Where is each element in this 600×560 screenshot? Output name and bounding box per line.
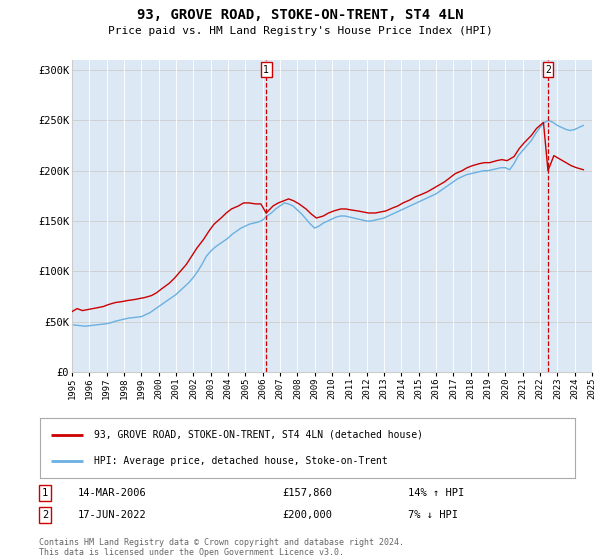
Text: £157,860: £157,860 xyxy=(282,488,332,498)
Text: 14% ↑ HPI: 14% ↑ HPI xyxy=(408,488,464,498)
Text: 2: 2 xyxy=(545,64,551,74)
Text: Price paid vs. HM Land Registry's House Price Index (HPI): Price paid vs. HM Land Registry's House … xyxy=(107,26,493,36)
Text: 7% ↓ HPI: 7% ↓ HPI xyxy=(408,510,458,520)
Text: 93, GROVE ROAD, STOKE-ON-TRENT, ST4 4LN (detached house): 93, GROVE ROAD, STOKE-ON-TRENT, ST4 4LN … xyxy=(94,430,422,440)
Text: 1: 1 xyxy=(42,488,48,498)
Text: Contains HM Land Registry data © Crown copyright and database right 2024.
This d: Contains HM Land Registry data © Crown c… xyxy=(39,538,404,557)
Text: 2: 2 xyxy=(42,510,48,520)
Text: 17-JUN-2022: 17-JUN-2022 xyxy=(78,510,147,520)
Text: 1: 1 xyxy=(263,64,269,74)
Text: 14-MAR-2006: 14-MAR-2006 xyxy=(78,488,147,498)
Text: £200,000: £200,000 xyxy=(282,510,332,520)
Text: HPI: Average price, detached house, Stoke-on-Trent: HPI: Average price, detached house, Stok… xyxy=(94,456,387,466)
Text: 93, GROVE ROAD, STOKE-ON-TRENT, ST4 4LN: 93, GROVE ROAD, STOKE-ON-TRENT, ST4 4LN xyxy=(137,8,463,22)
